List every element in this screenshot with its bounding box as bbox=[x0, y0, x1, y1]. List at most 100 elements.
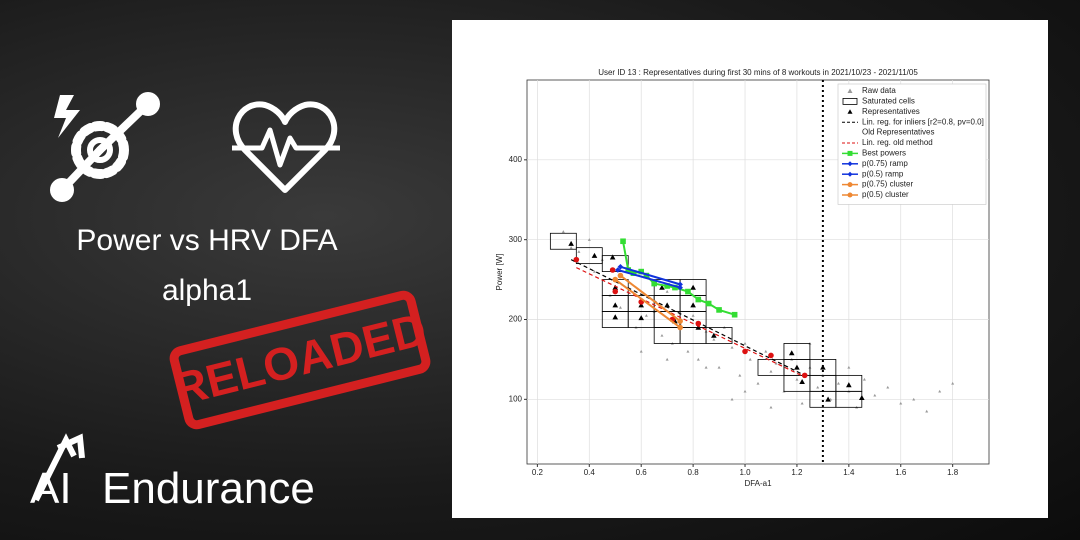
point bbox=[769, 405, 773, 409]
point bbox=[912, 397, 916, 401]
y-tick-label: 300 bbox=[509, 235, 523, 244]
point bbox=[685, 288, 691, 295]
point bbox=[951, 381, 955, 385]
point bbox=[620, 238, 626, 245]
x-tick-label: 1.2 bbox=[791, 468, 803, 477]
point bbox=[617, 264, 624, 270]
logo-ai: AI bbox=[30, 464, 72, 513]
y-axis-label: Power [W] bbox=[495, 254, 504, 291]
point bbox=[794, 364, 800, 370]
point bbox=[695, 324, 702, 330]
series-line bbox=[620, 265, 681, 286]
x-axis-label: DFA-a1 bbox=[744, 479, 772, 488]
point bbox=[677, 318, 683, 324]
saturated-cell bbox=[601, 255, 629, 273]
legend-label: Lin. reg. for inliers [r2=0.8, pv=0.0] bbox=[862, 117, 984, 126]
saturated-cell bbox=[549, 232, 577, 250]
point bbox=[612, 314, 619, 320]
y-tick-label: 200 bbox=[509, 315, 523, 324]
point bbox=[862, 377, 866, 381]
point bbox=[691, 314, 695, 317]
point bbox=[899, 401, 903, 405]
point bbox=[618, 306, 622, 309]
point bbox=[660, 333, 664, 337]
point bbox=[716, 307, 722, 313]
legend-label: Raw data bbox=[862, 86, 896, 95]
point bbox=[612, 284, 619, 290]
point bbox=[638, 315, 645, 321]
point bbox=[643, 272, 650, 279]
x-tick-label: 1.8 bbox=[947, 468, 959, 477]
legend-label: p(0.75) ramp bbox=[862, 159, 908, 168]
point bbox=[690, 284, 696, 290]
point bbox=[938, 389, 942, 393]
legend-marker bbox=[847, 109, 853, 114]
point bbox=[664, 283, 670, 289]
point bbox=[690, 302, 696, 308]
point bbox=[711, 332, 717, 338]
point bbox=[577, 250, 581, 253]
point bbox=[592, 270, 596, 273]
power-icon bbox=[50, 92, 160, 202]
point bbox=[612, 288, 619, 295]
point bbox=[886, 385, 890, 389]
legend-marker bbox=[847, 182, 853, 188]
point bbox=[859, 394, 865, 400]
point bbox=[799, 378, 805, 385]
point bbox=[925, 409, 929, 413]
banner-title: alpha1 bbox=[162, 274, 252, 307]
point bbox=[630, 270, 637, 276]
point bbox=[795, 377, 799, 381]
logo-arrow bbox=[33, 433, 85, 502]
point bbox=[591, 252, 598, 258]
legend-marker bbox=[842, 98, 858, 105]
legend-label: Old Representatives bbox=[862, 128, 934, 137]
x-tick-label: 1.0 bbox=[739, 468, 751, 477]
series-line bbox=[617, 269, 681, 289]
legend-marker bbox=[847, 88, 853, 93]
point bbox=[748, 357, 752, 361]
legend-label: Saturated cells bbox=[862, 97, 915, 106]
point bbox=[801, 372, 808, 379]
point bbox=[846, 382, 852, 388]
point bbox=[800, 401, 804, 405]
point bbox=[705, 300, 712, 307]
legend-marker bbox=[847, 161, 853, 167]
point bbox=[568, 240, 574, 246]
saturated-cell bbox=[705, 327, 733, 344]
banner-title: Power vs HRV DFA bbox=[76, 224, 337, 257]
point bbox=[743, 341, 747, 345]
x-tick-label: 0.2 bbox=[532, 468, 544, 477]
point bbox=[612, 276, 619, 283]
legend-label: p(0.75) cluster bbox=[862, 180, 913, 189]
point bbox=[820, 364, 826, 370]
point bbox=[847, 365, 851, 369]
point bbox=[730, 397, 734, 401]
legend-label: Lin. reg. old method bbox=[862, 138, 933, 147]
point bbox=[742, 348, 748, 355]
point bbox=[638, 268, 645, 275]
point bbox=[730, 345, 734, 349]
point bbox=[695, 296, 702, 303]
point bbox=[609, 254, 616, 260]
series-line bbox=[576, 267, 805, 378]
point bbox=[677, 324, 683, 331]
legend-label: Best powers bbox=[862, 149, 906, 158]
point bbox=[873, 393, 877, 397]
point bbox=[651, 280, 657, 287]
point bbox=[665, 357, 669, 361]
point bbox=[788, 350, 795, 356]
series-line bbox=[570, 259, 805, 376]
point bbox=[717, 365, 721, 369]
series-line bbox=[619, 274, 681, 322]
point bbox=[644, 314, 648, 317]
point bbox=[836, 381, 840, 385]
point bbox=[672, 284, 678, 291]
point bbox=[816, 385, 820, 389]
point bbox=[825, 396, 831, 402]
point bbox=[677, 281, 683, 288]
y-tick-label: 400 bbox=[509, 155, 523, 164]
